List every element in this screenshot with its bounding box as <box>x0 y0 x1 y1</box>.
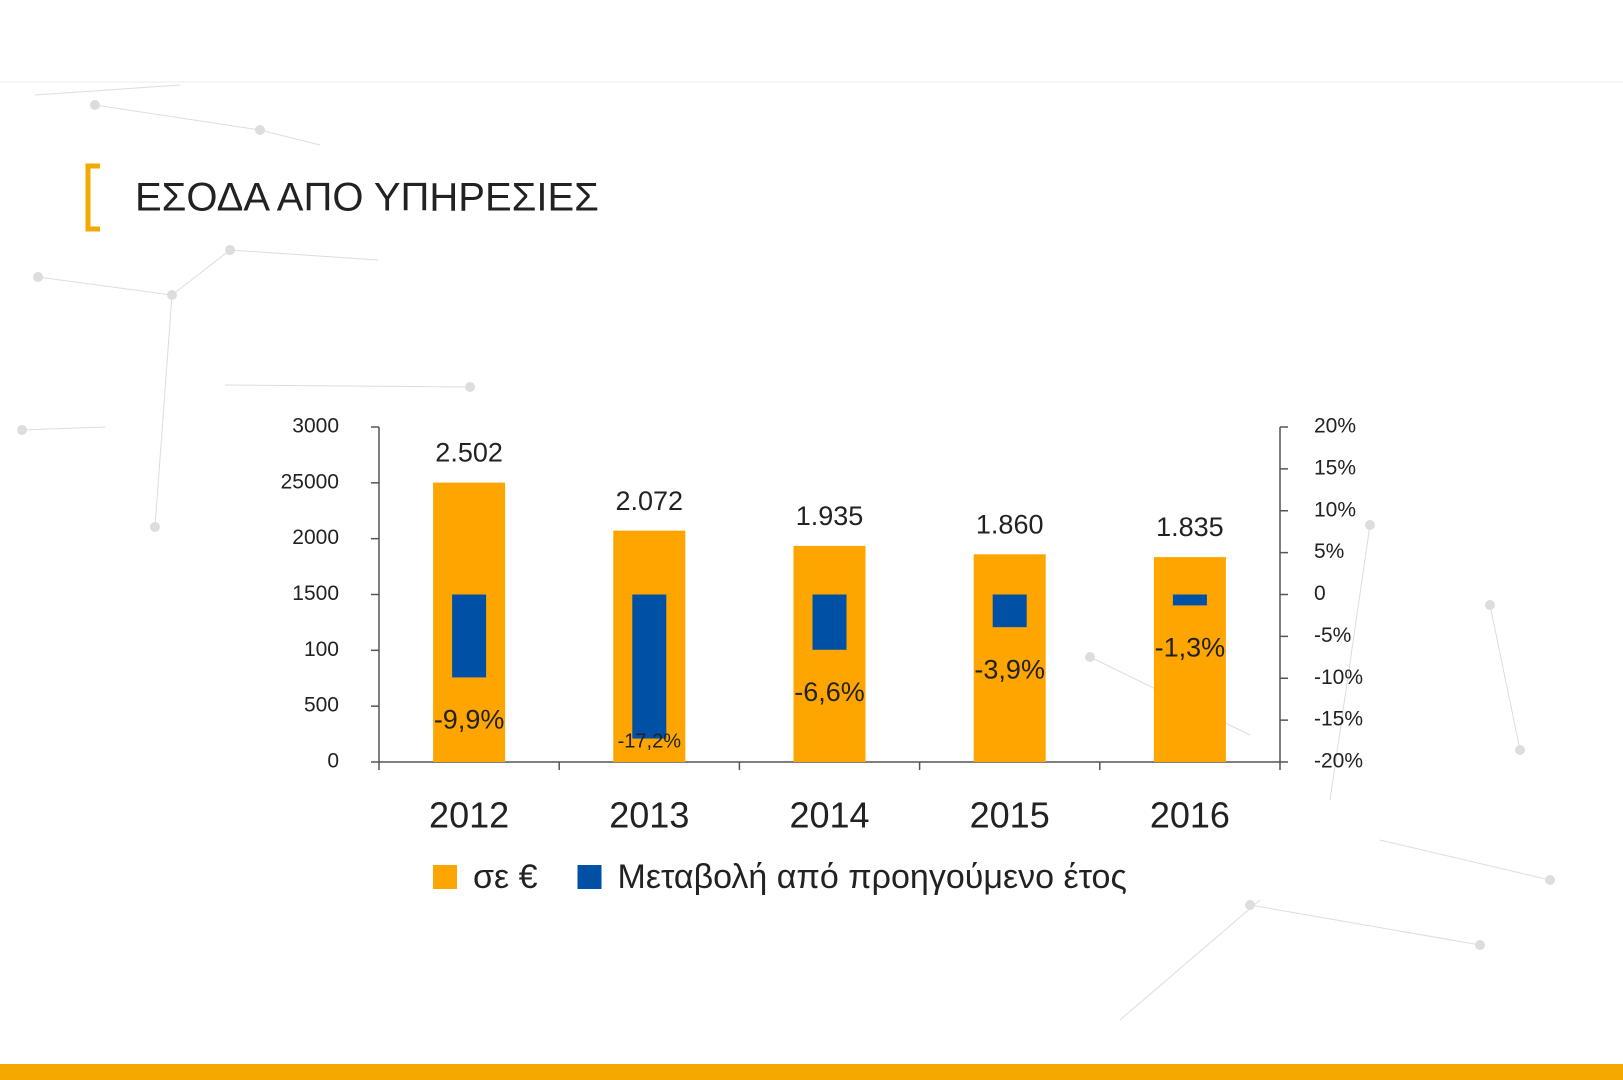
background-network <box>17 84 1555 1021</box>
y2-tick-label: 10% <box>1314 498 1356 521</box>
change-bar <box>452 594 487 678</box>
legend-label: σε € <box>473 858 538 896</box>
revenue-bar <box>1153 557 1226 762</box>
change-label: -6,6% <box>794 677 865 707</box>
x-tick-label: 2013 <box>609 795 689 836</box>
revenue-label: 1.935 <box>796 501 864 531</box>
y2-tick-label: 20% <box>1314 415 1356 438</box>
y-tick-label: 1500 <box>292 582 339 605</box>
revenue-label: 2.502 <box>435 438 503 468</box>
revenue-bar <box>973 554 1046 762</box>
change-bar <box>632 594 667 739</box>
revenue-label: 1.860 <box>976 509 1044 539</box>
change-label: -17,2% <box>618 730 682 752</box>
legend-swatch <box>433 865 457 889</box>
change-label: -1,3% <box>1155 633 1226 663</box>
change-bar <box>1172 594 1207 606</box>
legend-label: Μεταβολή από προηγούμενο έτος <box>618 858 1127 896</box>
revenue-bar <box>793 545 866 762</box>
y2-tick-label: -15% <box>1314 708 1363 731</box>
footer-bar <box>0 1064 1623 1080</box>
y-tick-label: 3000 <box>292 415 339 438</box>
y2-tick-label: 5% <box>1314 540 1344 563</box>
x-tick-label: 2014 <box>789 795 869 836</box>
x-tick-label: 2012 <box>429 795 509 836</box>
x-tick-label: 2016 <box>1150 795 1230 836</box>
change-bar <box>992 594 1027 628</box>
y-tick-label: 0 <box>327 750 339 773</box>
revenue-label: 2.072 <box>616 486 684 516</box>
change-bar <box>812 594 847 650</box>
y2-tick-label: -20% <box>1314 750 1363 773</box>
y-tick-label: 100 <box>304 638 339 661</box>
legend-swatch <box>577 865 602 889</box>
y-tick-label: 25000 <box>281 470 339 493</box>
title-bracket <box>85 163 100 232</box>
y-tick-label: 2000 <box>292 526 339 549</box>
y-tick-label: 500 <box>304 694 339 717</box>
revenue-label: 1.835 <box>1156 512 1224 542</box>
change-label: -3,9% <box>974 654 1045 684</box>
change-label: -9,9% <box>434 705 505 735</box>
x-tick-label: 2015 <box>970 795 1050 836</box>
y2-tick-label: 15% <box>1314 456 1356 479</box>
y2-tick-label: 0 <box>1314 582 1326 605</box>
y2-tick-label: -5% <box>1314 624 1351 647</box>
chart-title: ΕΣΟΔΑ ΑΠΟ ΥΠΗΡΕΣΙΕΣ <box>135 176 599 220</box>
y2-tick-label: -10% <box>1314 666 1363 689</box>
